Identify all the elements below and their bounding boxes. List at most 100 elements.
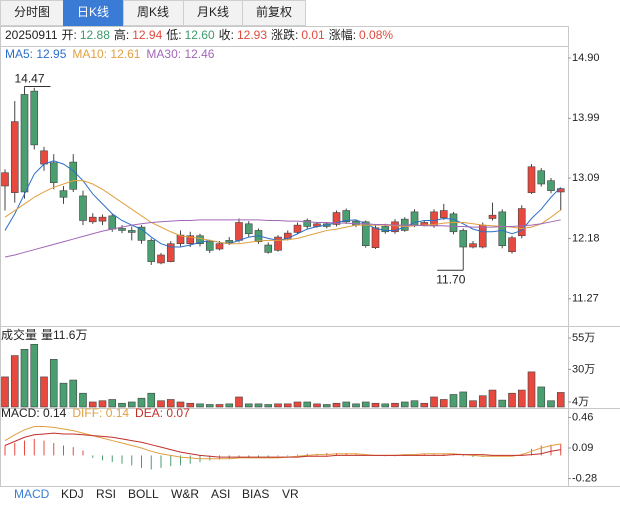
info-value: 12.93 — [237, 28, 267, 42]
volume-bar — [186, 402, 195, 408]
volume-bar — [478, 395, 487, 408]
macd-bar — [63, 445, 64, 456]
macd-bar — [43, 440, 45, 456]
volume-bar — [1, 376, 9, 408]
indicator-tab[interactable]: VR — [282, 487, 299, 501]
macd-bar — [209, 455, 211, 461]
indicator-tab[interactable]: BOLL — [128, 487, 159, 501]
volume-bar — [469, 400, 477, 408]
info-label: 低: — [166, 28, 181, 42]
candle-body — [537, 170, 546, 185]
volume-bar — [332, 402, 341, 408]
macd-bar — [24, 440, 25, 456]
volume-bar — [127, 401, 136, 408]
macd-bar — [4, 445, 6, 456]
indicator-tab[interactable]: MACD — [14, 487, 50, 501]
indicator-tab[interactable]: KDJ — [61, 487, 84, 501]
y-tick-label: 13.09 — [572, 172, 600, 184]
tab-label[interactable]: 周K线 — [137, 5, 169, 19]
candle-body — [342, 210, 351, 223]
tab[interactable] — [123, 0, 184, 26]
volume-bar — [215, 404, 224, 408]
info-value: 0.01 — [301, 28, 325, 42]
tab-label[interactable]: 分时图 — [14, 5, 50, 19]
macd-bar — [111, 455, 113, 463]
indicator-tab[interactable]: RSI — [96, 487, 116, 501]
volume-bar — [547, 400, 555, 408]
tab-label[interactable]: 前复权 — [256, 4, 292, 19]
volume-bar — [381, 403, 390, 408]
info-value: 12.94 — [132, 28, 162, 42]
candle-body — [303, 220, 312, 227]
candle-body — [118, 228, 126, 231]
volume-bar — [205, 404, 214, 408]
candle-body — [517, 208, 526, 237]
macd-bar — [180, 455, 181, 466]
tab-label[interactable]: 日K线 — [77, 5, 109, 19]
candle-body — [1, 172, 9, 187]
candle-body — [205, 241, 214, 251]
candle-body — [49, 162, 58, 183]
macd-bar — [150, 455, 152, 470]
y-tick-label: 12.18 — [572, 232, 600, 244]
indicator-tab[interactable]: BIAS — [242, 487, 269, 501]
macd-bar — [248, 455, 250, 458]
tab[interactable] — [0, 0, 64, 26]
candle-body — [196, 235, 204, 245]
y-tick-label: 13.99 — [572, 112, 600, 124]
info-value: 12.60 — [185, 28, 215, 42]
volume-bar — [371, 402, 380, 408]
info-label: 高: — [114, 27, 129, 42]
volume-bar — [176, 401, 185, 408]
indicator-tab[interactable]: ASI — [211, 487, 230, 501]
candle-body — [459, 230, 468, 248]
volume-bar — [274, 403, 282, 408]
macd-bar — [306, 453, 308, 456]
candle-body — [361, 221, 370, 246]
volume-bar — [69, 379, 78, 408]
candle-body — [10, 121, 19, 193]
y-tick-label: 0.46 — [572, 411, 593, 423]
y-tick-label: 11.27 — [572, 293, 599, 305]
volume-current: 量11.6万 — [41, 328, 87, 342]
candle-body — [215, 243, 224, 250]
candle-body — [69, 161, 78, 190]
volume-bar — [254, 403, 263, 408]
candle-body — [157, 254, 165, 264]
volume-bar — [166, 399, 175, 408]
tab-active[interactable] — [63, 0, 124, 26]
candle-body — [166, 243, 175, 262]
y-tick-label: 4万 — [572, 396, 589, 408]
info-value: 12.88 — [80, 28, 110, 42]
volume-bar — [59, 382, 68, 408]
volume-legend: 成交量 量11.6万 — [1, 327, 87, 342]
macd-bar — [82, 450, 84, 456]
legend-entry: MA5: 12.95 — [5, 47, 67, 61]
volume-bar — [157, 400, 165, 408]
volume-bar — [322, 404, 331, 408]
candle-body — [439, 210, 448, 219]
macd-bar — [53, 443, 55, 456]
volume-bar — [147, 392, 156, 408]
candle-body — [108, 215, 117, 230]
tab[interactable] — [242, 0, 306, 26]
macd-legend: MACD: 0.14 DIFF: 0.14 DEA: 0.07 — [1, 406, 190, 420]
candle-body — [79, 195, 87, 221]
volume-bar — [488, 389, 497, 408]
volume-bar — [303, 401, 312, 408]
volume-bar — [498, 399, 507, 408]
volume-bar — [88, 401, 97, 408]
candle-body — [371, 227, 380, 248]
candle-body — [293, 224, 302, 233]
candle-body — [264, 244, 273, 253]
candle-body — [244, 223, 253, 235]
legend-entry: DEA: 0.07 — [135, 406, 190, 420]
indicator-tab[interactable]: W&R — [171, 487, 199, 501]
macd-bar — [189, 455, 191, 464]
info-label: 开: — [62, 28, 77, 42]
tab-label[interactable]: 月K线 — [197, 5, 229, 19]
macd-bar — [355, 453, 357, 456]
candle-body — [59, 190, 68, 198]
candle-body — [469, 243, 477, 248]
